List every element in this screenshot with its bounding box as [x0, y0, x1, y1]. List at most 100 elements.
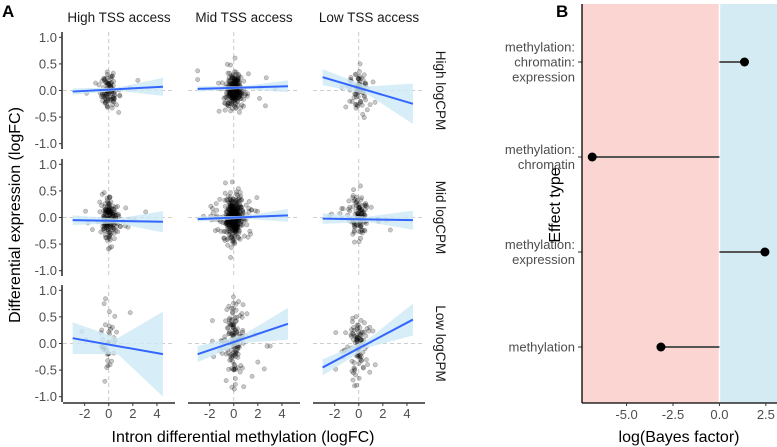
data-point: [228, 226, 233, 232]
data-point: [112, 212, 118, 218]
data-point: [234, 98, 240, 104]
data-point: [231, 323, 237, 328]
data-point: [107, 98, 113, 104]
data-point: [349, 327, 354, 333]
data-point: [226, 223, 232, 229]
data-point: [225, 350, 231, 356]
data-point: [224, 197, 230, 203]
data-point: [227, 101, 233, 107]
data-point: [232, 91, 238, 97]
data-point: [100, 224, 106, 230]
data-point: [106, 207, 112, 213]
data-point: [209, 318, 215, 323]
data-point: [105, 209, 111, 215]
data-point: [233, 327, 238, 333]
data-point: [232, 77, 237, 83]
data-point: [229, 73, 235, 79]
data-point: [222, 204, 228, 209]
data-point: [240, 209, 246, 215]
data-point: [235, 209, 241, 215]
data-point: [101, 77, 107, 83]
data-point: [105, 104, 111, 110]
data-point: [108, 96, 114, 102]
data-point: [232, 365, 238, 371]
data-point: [226, 103, 232, 109]
data-point: [105, 98, 111, 104]
data-point: [225, 101, 231, 107]
data-point: [230, 204, 236, 209]
data-point: [231, 210, 237, 216]
data-point: [352, 225, 358, 230]
data-point: [227, 70, 233, 76]
data-point: [230, 221, 236, 227]
regression-line: [322, 217, 413, 222]
data-point: [108, 225, 114, 231]
x-tick-label: 0.0: [710, 407, 728, 422]
data-point: [247, 228, 253, 234]
data-point: [107, 96, 113, 102]
data-point: [97, 209, 103, 215]
data-point: [102, 232, 108, 238]
data-point: [387, 227, 393, 233]
data-point: [224, 325, 230, 331]
data-point: [357, 100, 363, 106]
data-point: [230, 208, 235, 214]
data-point: [234, 91, 240, 97]
data-point: [230, 98, 236, 104]
data-point: [230, 207, 236, 213]
data-point: [228, 108, 234, 114]
data-point: [356, 69, 362, 74]
panel-a-label: A: [2, 2, 14, 21]
facet-panel: [313, 159, 425, 276]
data-point: [105, 237, 110, 243]
data-point: [225, 221, 231, 227]
data-point: [236, 227, 241, 233]
data-point: [238, 193, 244, 199]
data-point: [239, 197, 245, 203]
data-point: [235, 225, 241, 231]
data-point: [235, 102, 241, 108]
data-point: [229, 106, 235, 111]
data-point: [235, 223, 240, 229]
x-tick-label: 2.5: [757, 407, 775, 422]
data-point: [232, 199, 238, 205]
data-point: [234, 222, 240, 228]
data-point: [236, 91, 242, 97]
data-point: [232, 80, 238, 86]
data-point: [230, 227, 236, 233]
data-point: [343, 104, 349, 110]
data-point: [100, 227, 106, 233]
data-point: [356, 206, 362, 212]
data-point: [99, 92, 105, 97]
data-point: [104, 81, 110, 87]
data-point: [227, 202, 233, 208]
category-label: chromatin:: [514, 55, 575, 70]
data-point: [242, 92, 248, 98]
data-point: [229, 95, 234, 101]
data-point: [232, 221, 238, 227]
data-point: [103, 79, 109, 85]
data-point: [236, 109, 242, 115]
data-point: [115, 203, 120, 209]
facet-panel: [313, 285, 425, 402]
data-point: [232, 92, 238, 98]
data-point: [246, 206, 252, 211]
data-point: [106, 323, 112, 329]
facet-panel: [63, 159, 175, 276]
data-point: [352, 239, 357, 245]
data-point: [358, 75, 364, 81]
data-point: [103, 224, 109, 230]
data-point: [232, 55, 238, 61]
data-point: [110, 102, 116, 108]
data-point: [245, 234, 251, 240]
data-point: [358, 207, 364, 213]
data-point: [230, 93, 236, 98]
regression-line: [72, 337, 164, 356]
data-point: [231, 91, 237, 97]
data-point: [212, 228, 218, 234]
data-point: [226, 225, 232, 231]
category-label: expression: [512, 70, 575, 85]
data-point: [232, 226, 238, 232]
data-point: [352, 367, 358, 373]
data-point: [348, 333, 354, 339]
